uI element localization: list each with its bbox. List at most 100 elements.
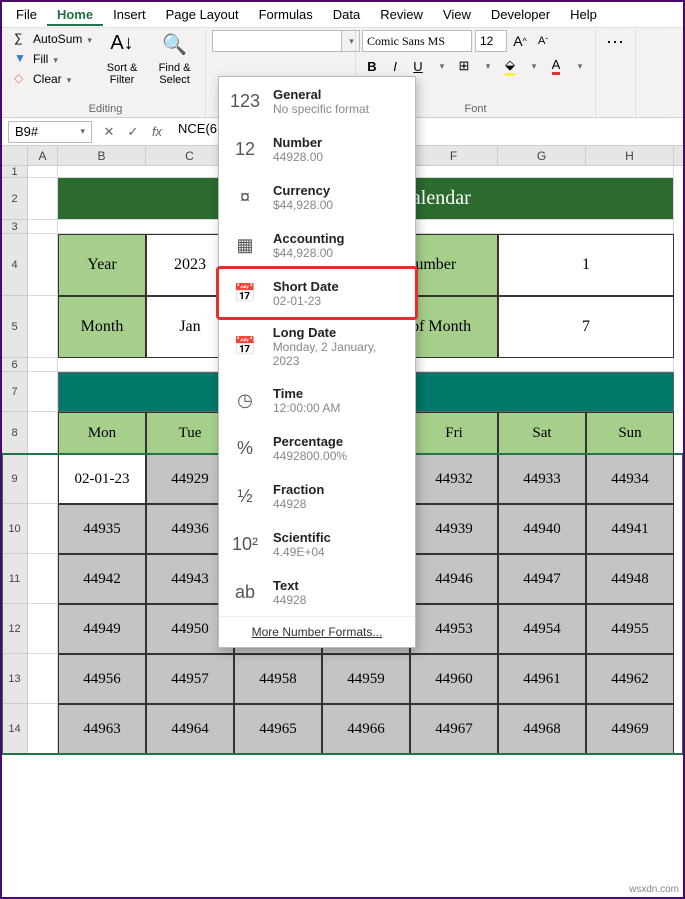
font-size-input[interactable] <box>475 30 507 52</box>
menu-insert[interactable]: Insert <box>103 3 156 26</box>
underline-button[interactable]: U <box>408 56 428 76</box>
row-header-5[interactable]: 5 <box>2 296 28 358</box>
nf-item-time[interactable]: ◷Time12:00:00 AM <box>219 376 415 424</box>
font-name-input[interactable] <box>362 30 472 52</box>
calendar-cell[interactable]: 44964 <box>146 704 234 754</box>
col-header-g[interactable]: G <box>498 146 586 165</box>
row-header-1[interactable]: 1 <box>2 166 28 178</box>
calendar-cell[interactable]: 44942 <box>58 554 146 604</box>
row-header-9[interactable]: 9 <box>2 454 28 504</box>
col-header-f[interactable]: F <box>410 146 498 165</box>
row-header-12[interactable]: 12 <box>2 604 28 654</box>
menu-review[interactable]: Review <box>370 3 433 26</box>
fx-button[interactable]: fx <box>146 121 168 143</box>
calendar-cell[interactable]: 44940 <box>498 504 586 554</box>
calendar-cell[interactable]: 44959 <box>322 654 410 704</box>
col-header-a[interactable]: A <box>28 146 58 165</box>
menu-file[interactable]: File <box>6 3 47 26</box>
increase-font-button[interactable]: A^ <box>510 31 530 51</box>
calendar-cell[interactable]: 44957 <box>146 654 234 704</box>
menu-formulas[interactable]: Formulas <box>249 3 323 26</box>
calendar-cell[interactable]: 44969 <box>586 704 674 754</box>
row-header-4[interactable]: 4 <box>2 234 28 296</box>
sort-filter-button[interactable]: A↓ Sort & Filter <box>100 30 144 88</box>
row-header-10[interactable]: 10 <box>2 504 28 554</box>
row-header-2[interactable]: 2 <box>2 178 28 220</box>
name-box[interactable]: B9#▾ <box>8 121 92 143</box>
nf-item-currency[interactable]: ¤Currency$44,928.00 <box>219 173 415 221</box>
day-header-fri[interactable]: Fri <box>410 412 498 454</box>
bold-button[interactable]: B <box>362 56 382 76</box>
nf-item-scientific[interactable]: 10²Scientific4.49E+04 <box>219 520 415 568</box>
row-header-14[interactable]: 14 <box>2 704 28 754</box>
calendar-cell[interactable]: 44966 <box>322 704 410 754</box>
accept-formula-button[interactable]: ✓ <box>122 121 144 143</box>
borders-dropdown[interactable] <box>477 56 497 76</box>
day-header-mon[interactable]: Mon <box>58 412 146 454</box>
day-header-sun[interactable]: Sun <box>586 412 674 454</box>
menu-home[interactable]: Home <box>47 3 103 26</box>
menu-help[interactable]: Help <box>560 3 607 26</box>
nf-item-short-date[interactable]: 📅Short Date02-01-23 <box>219 269 415 317</box>
calendar-cell[interactable]: 44958 <box>234 654 322 704</box>
fill-button[interactable]: ▼Fill <box>12 50 94 68</box>
row-header-6[interactable]: 6 <box>2 358 28 372</box>
calendar-cell[interactable]: 44961 <box>498 654 586 704</box>
calendar-cell[interactable]: 44965 <box>234 704 322 754</box>
col-header-b[interactable]: B <box>58 146 146 165</box>
menu-page-layout[interactable]: Page Layout <box>156 3 249 26</box>
nf-item-percentage[interactable]: %Percentage4492800.00% <box>219 424 415 472</box>
select-all-corner[interactable] <box>2 146 28 165</box>
calendar-cell[interactable]: 44967 <box>410 704 498 754</box>
fill-color-button[interactable]: ⬙ <box>500 56 520 76</box>
fill-color-dropdown[interactable] <box>523 56 543 76</box>
calendar-cell[interactable]: 44960 <box>410 654 498 704</box>
nf-item-general[interactable]: 123GeneralNo specific format <box>219 77 415 125</box>
calendar-cell[interactable]: 44956 <box>58 654 146 704</box>
calendar-cell[interactable]: 44955 <box>586 604 674 654</box>
number-format-input[interactable] <box>212 30 342 52</box>
nf-item-accounting[interactable]: ▦Accounting$44,928.00 <box>219 221 415 269</box>
autosum-button[interactable]: ∑AutoSum <box>12 30 94 48</box>
calendar-cell[interactable]: 44939 <box>410 504 498 554</box>
nf-item-fraction[interactable]: ½Fraction44928 <box>219 472 415 520</box>
lastday-value[interactable]: 7 <box>498 296 674 358</box>
weeknum-value[interactable]: 1 <box>498 234 674 296</box>
calendar-cell[interactable]: 02-01-23 <box>58 454 146 504</box>
calendar-cell[interactable]: 44962 <box>586 654 674 704</box>
more-number-formats[interactable]: More Number Formats... <box>219 616 415 647</box>
month-label[interactable]: Month <box>58 296 146 358</box>
year-label[interactable]: Year <box>58 234 146 296</box>
calendar-cell[interactable]: 44963 <box>58 704 146 754</box>
nf-item-number[interactable]: 12Number44928.00 <box>219 125 415 173</box>
calendar-cell[interactable]: 44932 <box>410 454 498 504</box>
cancel-formula-button[interactable]: ✕ <box>98 121 120 143</box>
menu-view[interactable]: View <box>433 3 481 26</box>
calendar-cell[interactable]: 44933 <box>498 454 586 504</box>
nf-item-long-date[interactable]: 📅Long DateMonday, 2 January, 2023 <box>219 317 415 376</box>
nf-item-text[interactable]: abText44928 <box>219 568 415 616</box>
calendar-cell[interactable]: 44934 <box>586 454 674 504</box>
row-header-7[interactable]: 7 <box>2 372 28 412</box>
calendar-cell[interactable]: 44953 <box>410 604 498 654</box>
calendar-cell[interactable]: 44968 <box>498 704 586 754</box>
calendar-cell[interactable]: 44935 <box>58 504 146 554</box>
decrease-font-button[interactable]: Aˇ <box>533 31 553 51</box>
col-header-h[interactable]: H <box>586 146 674 165</box>
calendar-cell[interactable]: 44948 <box>586 554 674 604</box>
underline-dropdown[interactable] <box>431 56 451 76</box>
italic-button[interactable]: I <box>385 56 405 76</box>
calendar-cell[interactable]: 44941 <box>586 504 674 554</box>
calendar-cell[interactable]: 44947 <box>498 554 586 604</box>
day-header-sat[interactable]: Sat <box>498 412 586 454</box>
menu-data[interactable]: Data <box>323 3 370 26</box>
more-commands[interactable]: ⋯ <box>602 30 628 55</box>
row-header-3[interactable]: 3 <box>2 220 28 234</box>
row-header-8[interactable]: 8 <box>2 412 28 454</box>
font-color-button[interactable]: A <box>546 56 566 76</box>
row-header-13[interactable]: 13 <box>2 654 28 704</box>
find-select-button[interactable]: 🔍 Find & Select <box>150 30 199 88</box>
row-header-11[interactable]: 11 <box>2 554 28 604</box>
font-color-dropdown[interactable] <box>569 56 589 76</box>
borders-button[interactable]: ⊞ <box>454 56 474 76</box>
